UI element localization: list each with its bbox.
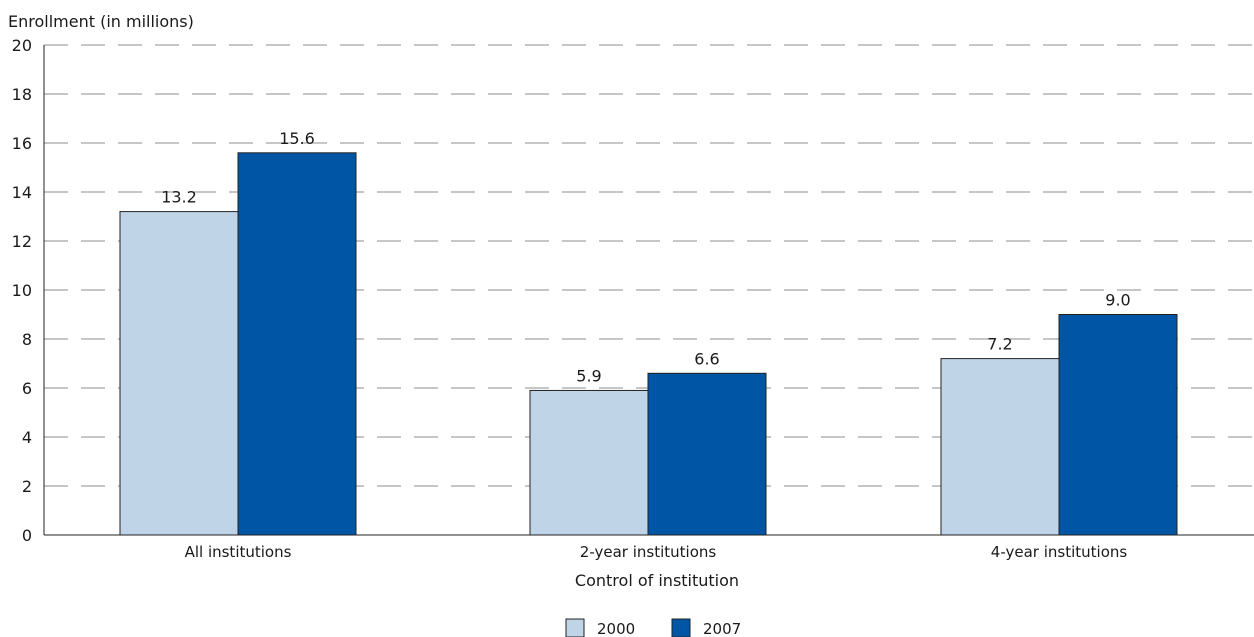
data-label: 5.9: [576, 366, 601, 385]
legend-swatch-2000: [565, 618, 585, 637]
legend-label-2007: 2007: [703, 620, 741, 637]
y-tick-label: 14: [12, 183, 32, 202]
y-tick-label: 20: [12, 36, 32, 55]
data-label: 13.2: [161, 188, 197, 207]
value-labels: 13.2 5.9 7.2 15.6 6.6 9.0: [161, 129, 1131, 386]
x-tick-label: All institutions: [185, 543, 292, 561]
x-axis-ticks: All institutions 2-year institutions 4-yea…: [185, 543, 1128, 561]
bar-2007-0: [237, 152, 357, 536]
x-tick-label: 4-year institutions: [991, 543, 1128, 561]
y-tick-label: 6: [22, 379, 32, 398]
legend: 2000 2007: [565, 618, 741, 637]
x-axis-title: Control of institution: [575, 571, 739, 590]
bars: [119, 152, 1178, 536]
bar-2000-2: [940, 358, 1060, 536]
data-label: 15.6: [279, 129, 315, 148]
bar-2000-1: [529, 389, 649, 536]
legend-label-2000: 2000: [597, 620, 635, 637]
y-tick-label: 8: [22, 330, 32, 349]
y-tick-label: 18: [12, 85, 32, 104]
data-label: 9.0: [1105, 291, 1130, 310]
y-tick-label: 0: [22, 526, 32, 545]
data-label: 6.6: [694, 349, 719, 368]
y-tick-label: 16: [12, 134, 32, 153]
data-label: 7.2: [987, 335, 1012, 354]
y-axis-ticks: 0 2 4 6 8 10 12 14 16 18 20: [12, 36, 32, 545]
y-axis-title: Enrollment (in millions): [8, 12, 194, 31]
y-tick-label: 4: [22, 428, 32, 447]
y-tick-label: 10: [12, 281, 32, 300]
y-tick-label: 12: [12, 232, 32, 251]
bar-2007-1: [647, 372, 767, 536]
x-tick-label: 2-year institutions: [580, 543, 717, 561]
legend-swatch-2007: [671, 618, 691, 637]
bar-2000-0: [119, 211, 239, 536]
y-tick-label: 2: [22, 477, 32, 496]
bar-2007-2: [1058, 314, 1178, 536]
